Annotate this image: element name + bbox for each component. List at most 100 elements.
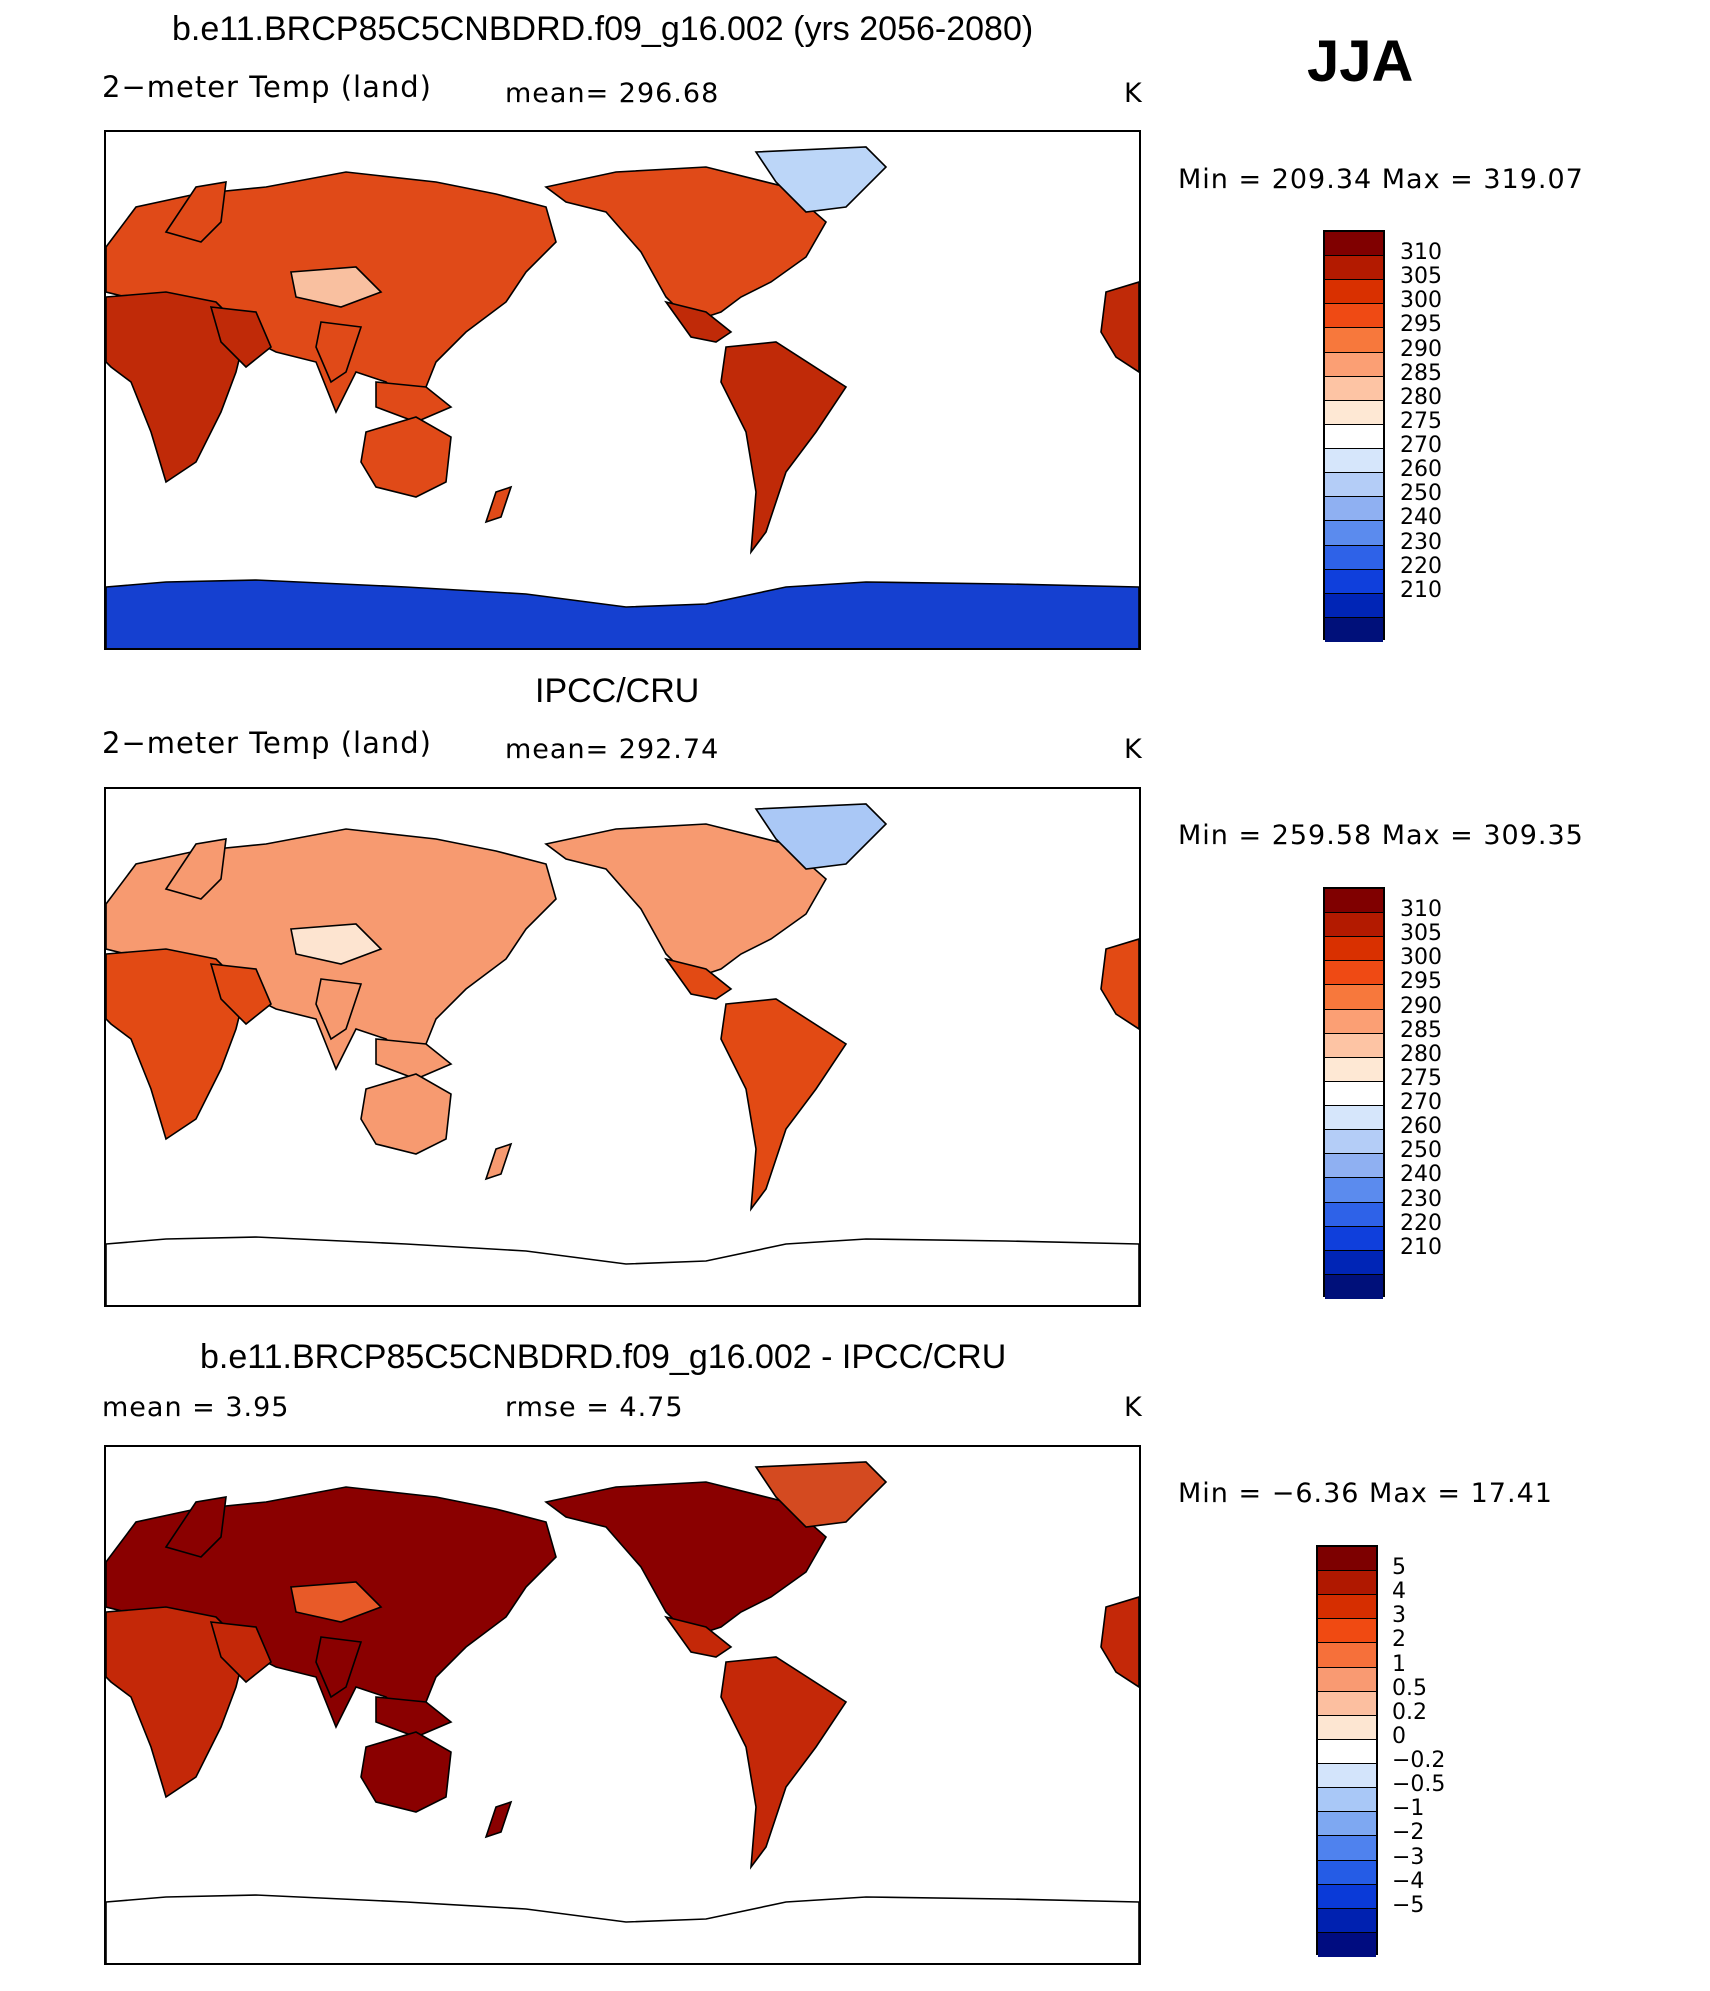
new-zealand-landmass bbox=[484, 1142, 513, 1181]
colorbar-tick-label: −0.5 bbox=[1392, 1772, 1446, 1798]
colorbar-tick-label: 275 bbox=[1400, 1065, 1442, 1091]
panel2-unit-label: K bbox=[1124, 734, 1143, 765]
colorbar-tick-label: 300 bbox=[1400, 945, 1442, 971]
tibet-region bbox=[290, 1581, 383, 1623]
panel1-map bbox=[104, 130, 1141, 650]
colorbar-swatch bbox=[1318, 1667, 1376, 1692]
central-america-landmass bbox=[664, 300, 733, 343]
colorbar-tick-label: 0 bbox=[1392, 1723, 1406, 1749]
africa-landmass bbox=[106, 948, 247, 1141]
maritime-continent bbox=[375, 381, 453, 423]
north-america-landmass bbox=[544, 1481, 828, 1638]
colorbar-tick-label: 3 bbox=[1392, 1603, 1406, 1629]
colorbar-tick-label: 285 bbox=[1400, 1017, 1442, 1043]
antarctica-landmass bbox=[106, 1236, 1139, 1305]
colorbar-swatch bbox=[1325, 889, 1383, 914]
colorbar-swatch bbox=[1325, 449, 1383, 474]
colorbar-tick-label: 230 bbox=[1400, 529, 1442, 555]
colorbar-tick-label: 260 bbox=[1400, 1114, 1442, 1140]
colorbar-swatch bbox=[1325, 1250, 1383, 1275]
colorbar-tick-label: 0.2 bbox=[1392, 1699, 1427, 1725]
season-label: JJA bbox=[1307, 29, 1414, 94]
arabia-landmass bbox=[209, 306, 272, 369]
colorbar-swatch bbox=[1325, 473, 1383, 498]
colorbar-swatch bbox=[1325, 569, 1383, 594]
colorbar-tick-label: −0.2 bbox=[1392, 1748, 1446, 1774]
colorbar-swatch bbox=[1318, 1884, 1376, 1909]
colorbar-tick-label: 280 bbox=[1400, 1041, 1442, 1067]
maritime-continent bbox=[375, 1038, 453, 1080]
colorbar-swatch bbox=[1318, 1812, 1376, 1837]
india-landmass bbox=[315, 321, 363, 384]
panel2-variable-label: 2−meter Temp (land) bbox=[102, 726, 432, 760]
colorbar-tick-label: 220 bbox=[1400, 553, 1442, 579]
arabia-landmass bbox=[209, 1621, 272, 1684]
india-landmass bbox=[315, 978, 363, 1041]
south-america-landmass bbox=[720, 1656, 848, 1870]
colorbar-tick-label: 270 bbox=[1400, 1090, 1442, 1116]
greenland-landmass bbox=[754, 803, 888, 870]
panel3-colorbar bbox=[1316, 1545, 1378, 1957]
colorbar-tick-label: 270 bbox=[1400, 433, 1442, 459]
colorbar-swatch bbox=[1325, 232, 1383, 257]
panel3-rmse-label: rmse = 4.75 bbox=[505, 1392, 684, 1423]
panel1-minmax-label: Min = 209.34 Max = 319.07 bbox=[1178, 164, 1584, 195]
south-america-landmass bbox=[720, 341, 848, 555]
colorbar-tick-label: −3 bbox=[1392, 1844, 1425, 1870]
colorbar-tick-label: −4 bbox=[1392, 1868, 1425, 1894]
colorbar-swatch bbox=[1325, 1057, 1383, 1082]
colorbar-tick-label: 260 bbox=[1400, 457, 1442, 483]
colorbar-swatch bbox=[1318, 1860, 1376, 1885]
colorbar-tick-label: 240 bbox=[1400, 1162, 1442, 1188]
colorbar-tick-label: 0.5 bbox=[1392, 1675, 1427, 1701]
colorbar-tick-label: 295 bbox=[1400, 969, 1442, 995]
colorbar-swatch bbox=[1325, 352, 1383, 377]
colorbar-tick-label: 250 bbox=[1400, 481, 1442, 507]
panel3-colorbar-labels: 5 4 3 2 1 0.5 0.2 0 −0.2 −0.5 −1 −2 −3 −4 −5 bbox=[1392, 1545, 1482, 1955]
new-zealand-landmass bbox=[484, 1800, 513, 1839]
colorbar-swatch bbox=[1318, 1643, 1376, 1668]
panel1-colorbar-labels: 310 305 300 295 290 285 280 275 270 260 250 240 230 2… bbox=[1400, 230, 1480, 640]
west-africa-edge bbox=[1100, 938, 1139, 1030]
colorbar-swatch bbox=[1325, 376, 1383, 401]
colorbar-swatch bbox=[1318, 1547, 1376, 1572]
panel2-map bbox=[104, 787, 1141, 1307]
panel1-mean-label: mean= 296.68 bbox=[505, 78, 720, 109]
colorbar-swatch bbox=[1325, 1009, 1383, 1034]
colorbar-swatch bbox=[1318, 1595, 1376, 1620]
west-africa-edge bbox=[1100, 281, 1139, 373]
panel2-title: IPCC/CRU bbox=[535, 672, 700, 710]
colorbar-swatch bbox=[1325, 328, 1383, 353]
australia-landmass bbox=[360, 1073, 452, 1155]
greenland-landmass bbox=[754, 146, 888, 213]
colorbar-swatch bbox=[1318, 1739, 1376, 1765]
colorbar-tick-label: 305 bbox=[1400, 921, 1442, 947]
north-america-landmass bbox=[544, 166, 828, 323]
colorbar-tick-label: 305 bbox=[1400, 264, 1442, 290]
panel3-title: b.e11.BRCP85C5CNBDRD.f09_g16.002 - IPCC/… bbox=[200, 1338, 1007, 1376]
colorbar-swatch bbox=[1325, 617, 1383, 642]
colorbar-swatch bbox=[1318, 1908, 1376, 1933]
colorbar-tick-label: 210 bbox=[1400, 1234, 1442, 1260]
panel2-mean-label: mean= 292.74 bbox=[505, 734, 720, 765]
colorbar-swatch bbox=[1325, 593, 1383, 618]
panel1-variable-label: 2−meter Temp (land) bbox=[102, 70, 432, 104]
colorbar-swatch bbox=[1325, 1106, 1383, 1131]
colorbar-tick-label: 275 bbox=[1400, 408, 1442, 434]
colorbar-tick-label: 310 bbox=[1400, 240, 1442, 266]
colorbar-tick-label: 295 bbox=[1400, 312, 1442, 338]
colorbar-swatch bbox=[1325, 1226, 1383, 1251]
panel3-minmax-label: Min = −6.36 Max = 17.41 bbox=[1178, 1478, 1553, 1509]
colorbar-swatch bbox=[1318, 1715, 1376, 1740]
colorbar-swatch bbox=[1325, 1274, 1383, 1299]
maritime-continent bbox=[375, 1696, 453, 1738]
colorbar-swatch bbox=[1325, 545, 1383, 570]
colorbar-swatch bbox=[1325, 280, 1383, 305]
colorbar-swatch bbox=[1325, 961, 1383, 986]
greenland-landmass bbox=[754, 1461, 888, 1528]
colorbar-tick-label: 310 bbox=[1400, 897, 1442, 923]
colorbar-tick-label: 285 bbox=[1400, 360, 1442, 386]
colorbar-swatch bbox=[1325, 497, 1383, 522]
colorbar-tick-label: 1 bbox=[1392, 1651, 1406, 1677]
australia-landmass bbox=[360, 1731, 452, 1813]
